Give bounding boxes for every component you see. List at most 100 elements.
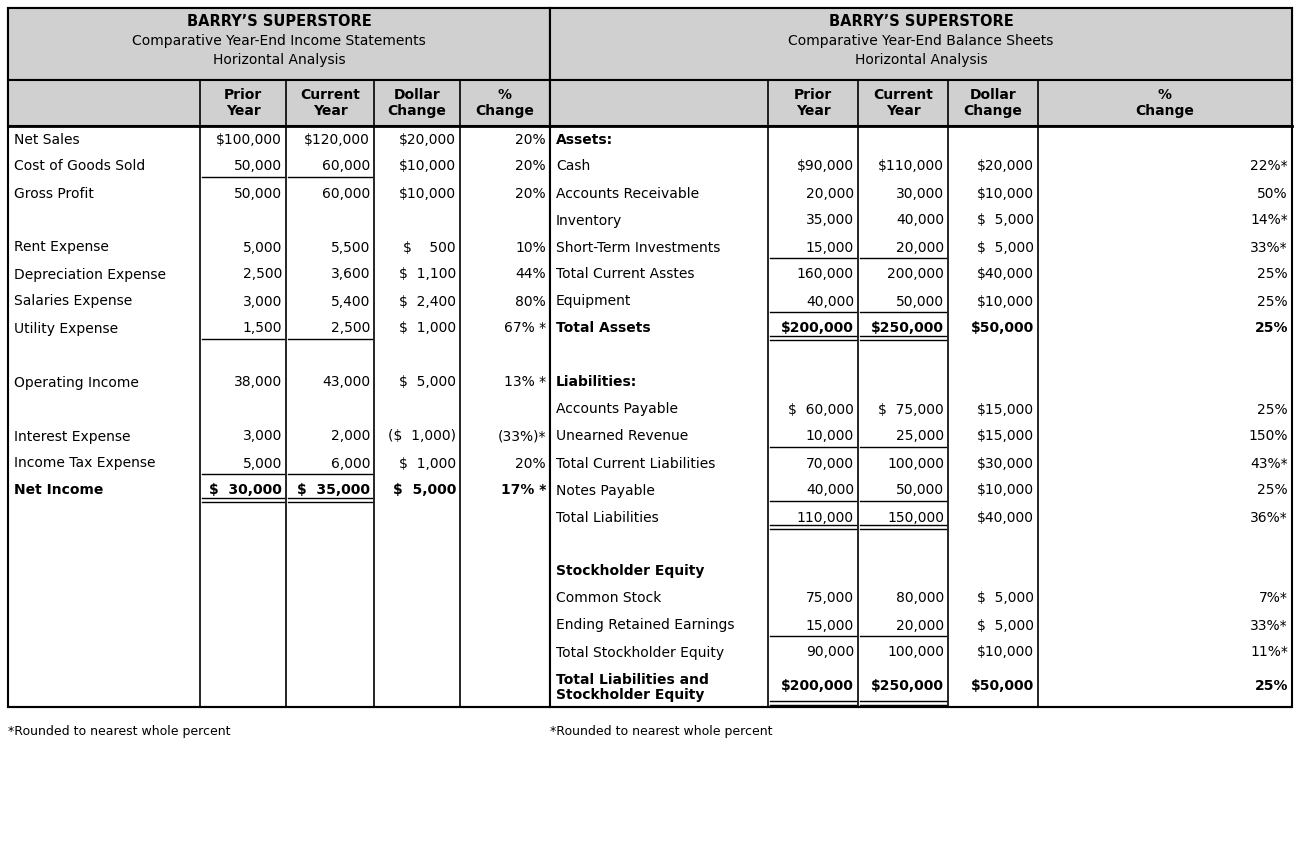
Text: 43,000: 43,000: [322, 376, 370, 390]
Text: 80%: 80%: [515, 294, 546, 309]
Bar: [550, 80, 1292, 126]
Text: 25,000: 25,000: [896, 430, 944, 444]
Text: 150,000: 150,000: [887, 511, 944, 524]
Text: Net Sales: Net Sales: [14, 132, 79, 147]
Text: 50,000: 50,000: [234, 160, 282, 173]
Text: 20%: 20%: [515, 186, 546, 201]
Text: $200,000: $200,000: [781, 322, 854, 335]
Text: Depreciation Expense: Depreciation Expense: [14, 268, 166, 281]
Text: $30,000: $30,000: [978, 456, 1034, 470]
Text: $15,000: $15,000: [976, 402, 1034, 416]
Text: $    500: $ 500: [403, 240, 456, 255]
Text: Year: Year: [312, 104, 347, 118]
Text: Year: Year: [885, 104, 920, 118]
Text: 60,000: 60,000: [322, 160, 370, 173]
Text: 36%*: 36%*: [1251, 511, 1288, 524]
Text: 25%: 25%: [1257, 484, 1288, 498]
Text: Current: Current: [874, 88, 933, 102]
Text: 15,000: 15,000: [806, 240, 854, 255]
Text: 7%*: 7%*: [1260, 591, 1288, 606]
Text: Gross Profit: Gross Profit: [14, 186, 94, 201]
Text: Current: Current: [300, 88, 360, 102]
Text: $10,000: $10,000: [976, 484, 1034, 498]
Text: $  1,000: $ 1,000: [399, 456, 456, 470]
Text: $  75,000: $ 75,000: [879, 402, 944, 416]
Text: (33%)*: (33%)*: [498, 430, 546, 444]
Text: $10,000: $10,000: [976, 645, 1034, 660]
Text: Stockholder Equity: Stockholder Equity: [556, 565, 705, 578]
Text: 2,000: 2,000: [330, 430, 370, 444]
Text: Notes Payable: Notes Payable: [556, 484, 655, 498]
Text: 5,000: 5,000: [243, 456, 282, 470]
Text: 20,000: 20,000: [896, 240, 944, 255]
Text: $  5,000: $ 5,000: [978, 619, 1034, 632]
Text: 70,000: 70,000: [806, 456, 854, 470]
Text: Total Stockholder Equity: Total Stockholder Equity: [556, 645, 724, 660]
Text: 100,000: 100,000: [887, 456, 944, 470]
Text: Total Current Asstes: Total Current Asstes: [556, 268, 694, 281]
Text: $110,000: $110,000: [878, 160, 944, 173]
Text: Accounts Receivable: Accounts Receivable: [556, 186, 699, 201]
Text: 3,000: 3,000: [243, 294, 282, 309]
Text: Total Liabilities: Total Liabilities: [556, 511, 659, 524]
Text: Comparative Year-End Balance Sheets: Comparative Year-End Balance Sheets: [788, 34, 1054, 48]
Text: 40,000: 40,000: [806, 294, 854, 309]
Text: 25%: 25%: [1257, 294, 1288, 309]
Text: $100,000: $100,000: [216, 132, 282, 147]
Text: $120,000: $120,000: [304, 132, 370, 147]
Text: 75,000: 75,000: [806, 591, 854, 606]
Text: Assets:: Assets:: [556, 132, 614, 147]
Text: Short-Term Investments: Short-Term Investments: [556, 240, 720, 255]
Text: 20,000: 20,000: [896, 619, 944, 632]
Text: $10,000: $10,000: [976, 186, 1034, 201]
Text: $  1,100: $ 1,100: [399, 268, 456, 281]
Text: Cost of Goods Sold: Cost of Goods Sold: [14, 160, 146, 173]
Text: 44%: 44%: [515, 268, 546, 281]
Text: 2,500: 2,500: [330, 322, 370, 335]
Text: Dollar: Dollar: [970, 88, 1017, 102]
Text: 17% *: 17% *: [500, 484, 546, 498]
Text: $10,000: $10,000: [399, 160, 456, 173]
Text: $  30,000: $ 30,000: [209, 484, 282, 498]
Text: Horizontal Analysis: Horizontal Analysis: [854, 53, 987, 67]
Text: $  5,000: $ 5,000: [978, 214, 1034, 227]
Text: 160,000: 160,000: [797, 268, 854, 281]
Text: Stockholder Equity: Stockholder Equity: [556, 688, 705, 702]
Text: 40,000: 40,000: [806, 484, 854, 498]
Text: Interest Expense: Interest Expense: [14, 430, 130, 444]
Bar: [8, 80, 550, 126]
Text: 67% *: 67% *: [504, 322, 546, 335]
Text: 43%*: 43%*: [1251, 456, 1288, 470]
Text: Prior: Prior: [224, 88, 263, 102]
Bar: [550, 8, 1292, 80]
Text: Unearned Revenue: Unearned Revenue: [556, 430, 688, 444]
Text: Equipment: Equipment: [556, 294, 632, 309]
Text: 90,000: 90,000: [806, 645, 854, 660]
Text: 22%*: 22%*: [1251, 160, 1288, 173]
Text: $15,000: $15,000: [976, 430, 1034, 444]
Text: 50%: 50%: [1257, 186, 1288, 201]
Text: $40,000: $40,000: [978, 268, 1034, 281]
Text: 1,500: 1,500: [243, 322, 282, 335]
Text: Horizontal Analysis: Horizontal Analysis: [213, 53, 346, 67]
Text: 100,000: 100,000: [887, 645, 944, 660]
Text: $  35,000: $ 35,000: [296, 484, 370, 498]
Text: $250,000: $250,000: [871, 322, 944, 335]
Text: 80,000: 80,000: [896, 591, 944, 606]
Text: Net Income: Net Income: [14, 484, 104, 498]
Text: 25%: 25%: [1254, 322, 1288, 335]
Text: Rent Expense: Rent Expense: [14, 240, 109, 255]
Text: $  5,000: $ 5,000: [978, 591, 1034, 606]
Text: 3,600: 3,600: [330, 268, 370, 281]
Text: 150%: 150%: [1248, 430, 1288, 444]
Text: $  5,000: $ 5,000: [399, 376, 456, 390]
Text: 20%: 20%: [515, 456, 546, 470]
Text: $10,000: $10,000: [976, 294, 1034, 309]
Text: Ending Retained Earnings: Ending Retained Earnings: [556, 619, 734, 632]
Text: 11%*: 11%*: [1251, 645, 1288, 660]
Text: 13% *: 13% *: [504, 376, 546, 390]
Text: 25%: 25%: [1254, 680, 1288, 693]
Text: 6,000: 6,000: [330, 456, 370, 470]
Text: $20,000: $20,000: [399, 132, 456, 147]
Text: 30,000: 30,000: [896, 186, 944, 201]
